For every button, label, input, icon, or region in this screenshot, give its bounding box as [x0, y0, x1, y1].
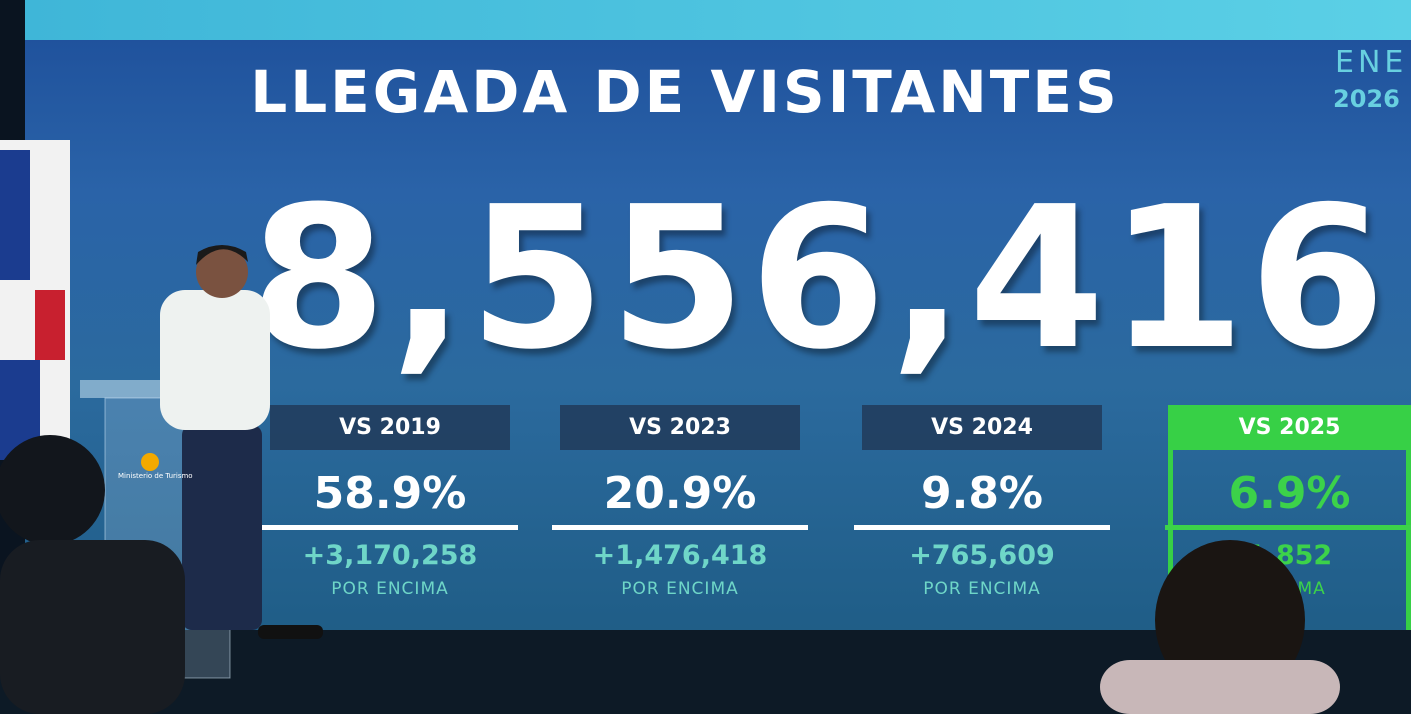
screen-title: LLEGADA DE VISITANTES — [250, 58, 1120, 126]
period-month: ENE — [1335, 45, 1408, 80]
card-difference: +1,476,418 — [592, 540, 768, 571]
speaker-trousers — [182, 425, 262, 630]
period-year: 2026 — [1333, 85, 1400, 113]
card-percent: 9.8% — [920, 468, 1044, 519]
speaker-head — [196, 246, 248, 298]
card-rule — [262, 525, 518, 530]
card-rule — [854, 525, 1110, 530]
screen-top-bar — [25, 0, 1411, 40]
podium-logo-text: Ministerio de Turismo — [118, 472, 193, 480]
comparison-card: VS 2019 58.9% +3,170,258 POR ENCIMA — [262, 405, 518, 599]
total-visitors: 8,556,416 — [250, 165, 1390, 393]
card-difference: +3,170,258 — [302, 540, 478, 571]
comparison-card: VS 2024 9.8% +765,609 POR ENCIMA — [854, 405, 1110, 599]
card-label: VS 2023 — [560, 405, 800, 450]
card-rule — [552, 525, 808, 530]
flag-blue — [0, 150, 30, 280]
comparison-card: VS 2023 20.9% +1,476,418 POR ENCIMA — [552, 405, 808, 599]
card-note: POR ENCIMA — [331, 579, 449, 599]
card-difference: +765,609 — [909, 540, 1055, 571]
audience-head — [0, 435, 105, 545]
speaker-hair — [196, 245, 248, 265]
speaker-shoe — [258, 625, 323, 639]
speaker-shirt — [160, 290, 270, 430]
flag — [0, 140, 70, 460]
card-percent: 6.9% — [1228, 468, 1351, 519]
audience — [0, 435, 1340, 714]
podium-logo — [141, 453, 159, 471]
card-note: POR ENCIMA — [923, 579, 1041, 599]
flag-red — [35, 290, 65, 360]
card-label: VS 2024 — [862, 405, 1102, 450]
card-label: VS 2025 — [1173, 405, 1406, 450]
card-label: VS 2019 — [270, 405, 510, 450]
audience-body — [1100, 660, 1340, 714]
audience-body — [0, 540, 185, 714]
speaker — [160, 245, 323, 639]
card-percent: 58.9% — [313, 468, 467, 519]
card-percent: 20.9% — [603, 468, 757, 519]
card-rule — [1165, 525, 1411, 530]
card-note: POR ENCIMA — [621, 579, 739, 599]
